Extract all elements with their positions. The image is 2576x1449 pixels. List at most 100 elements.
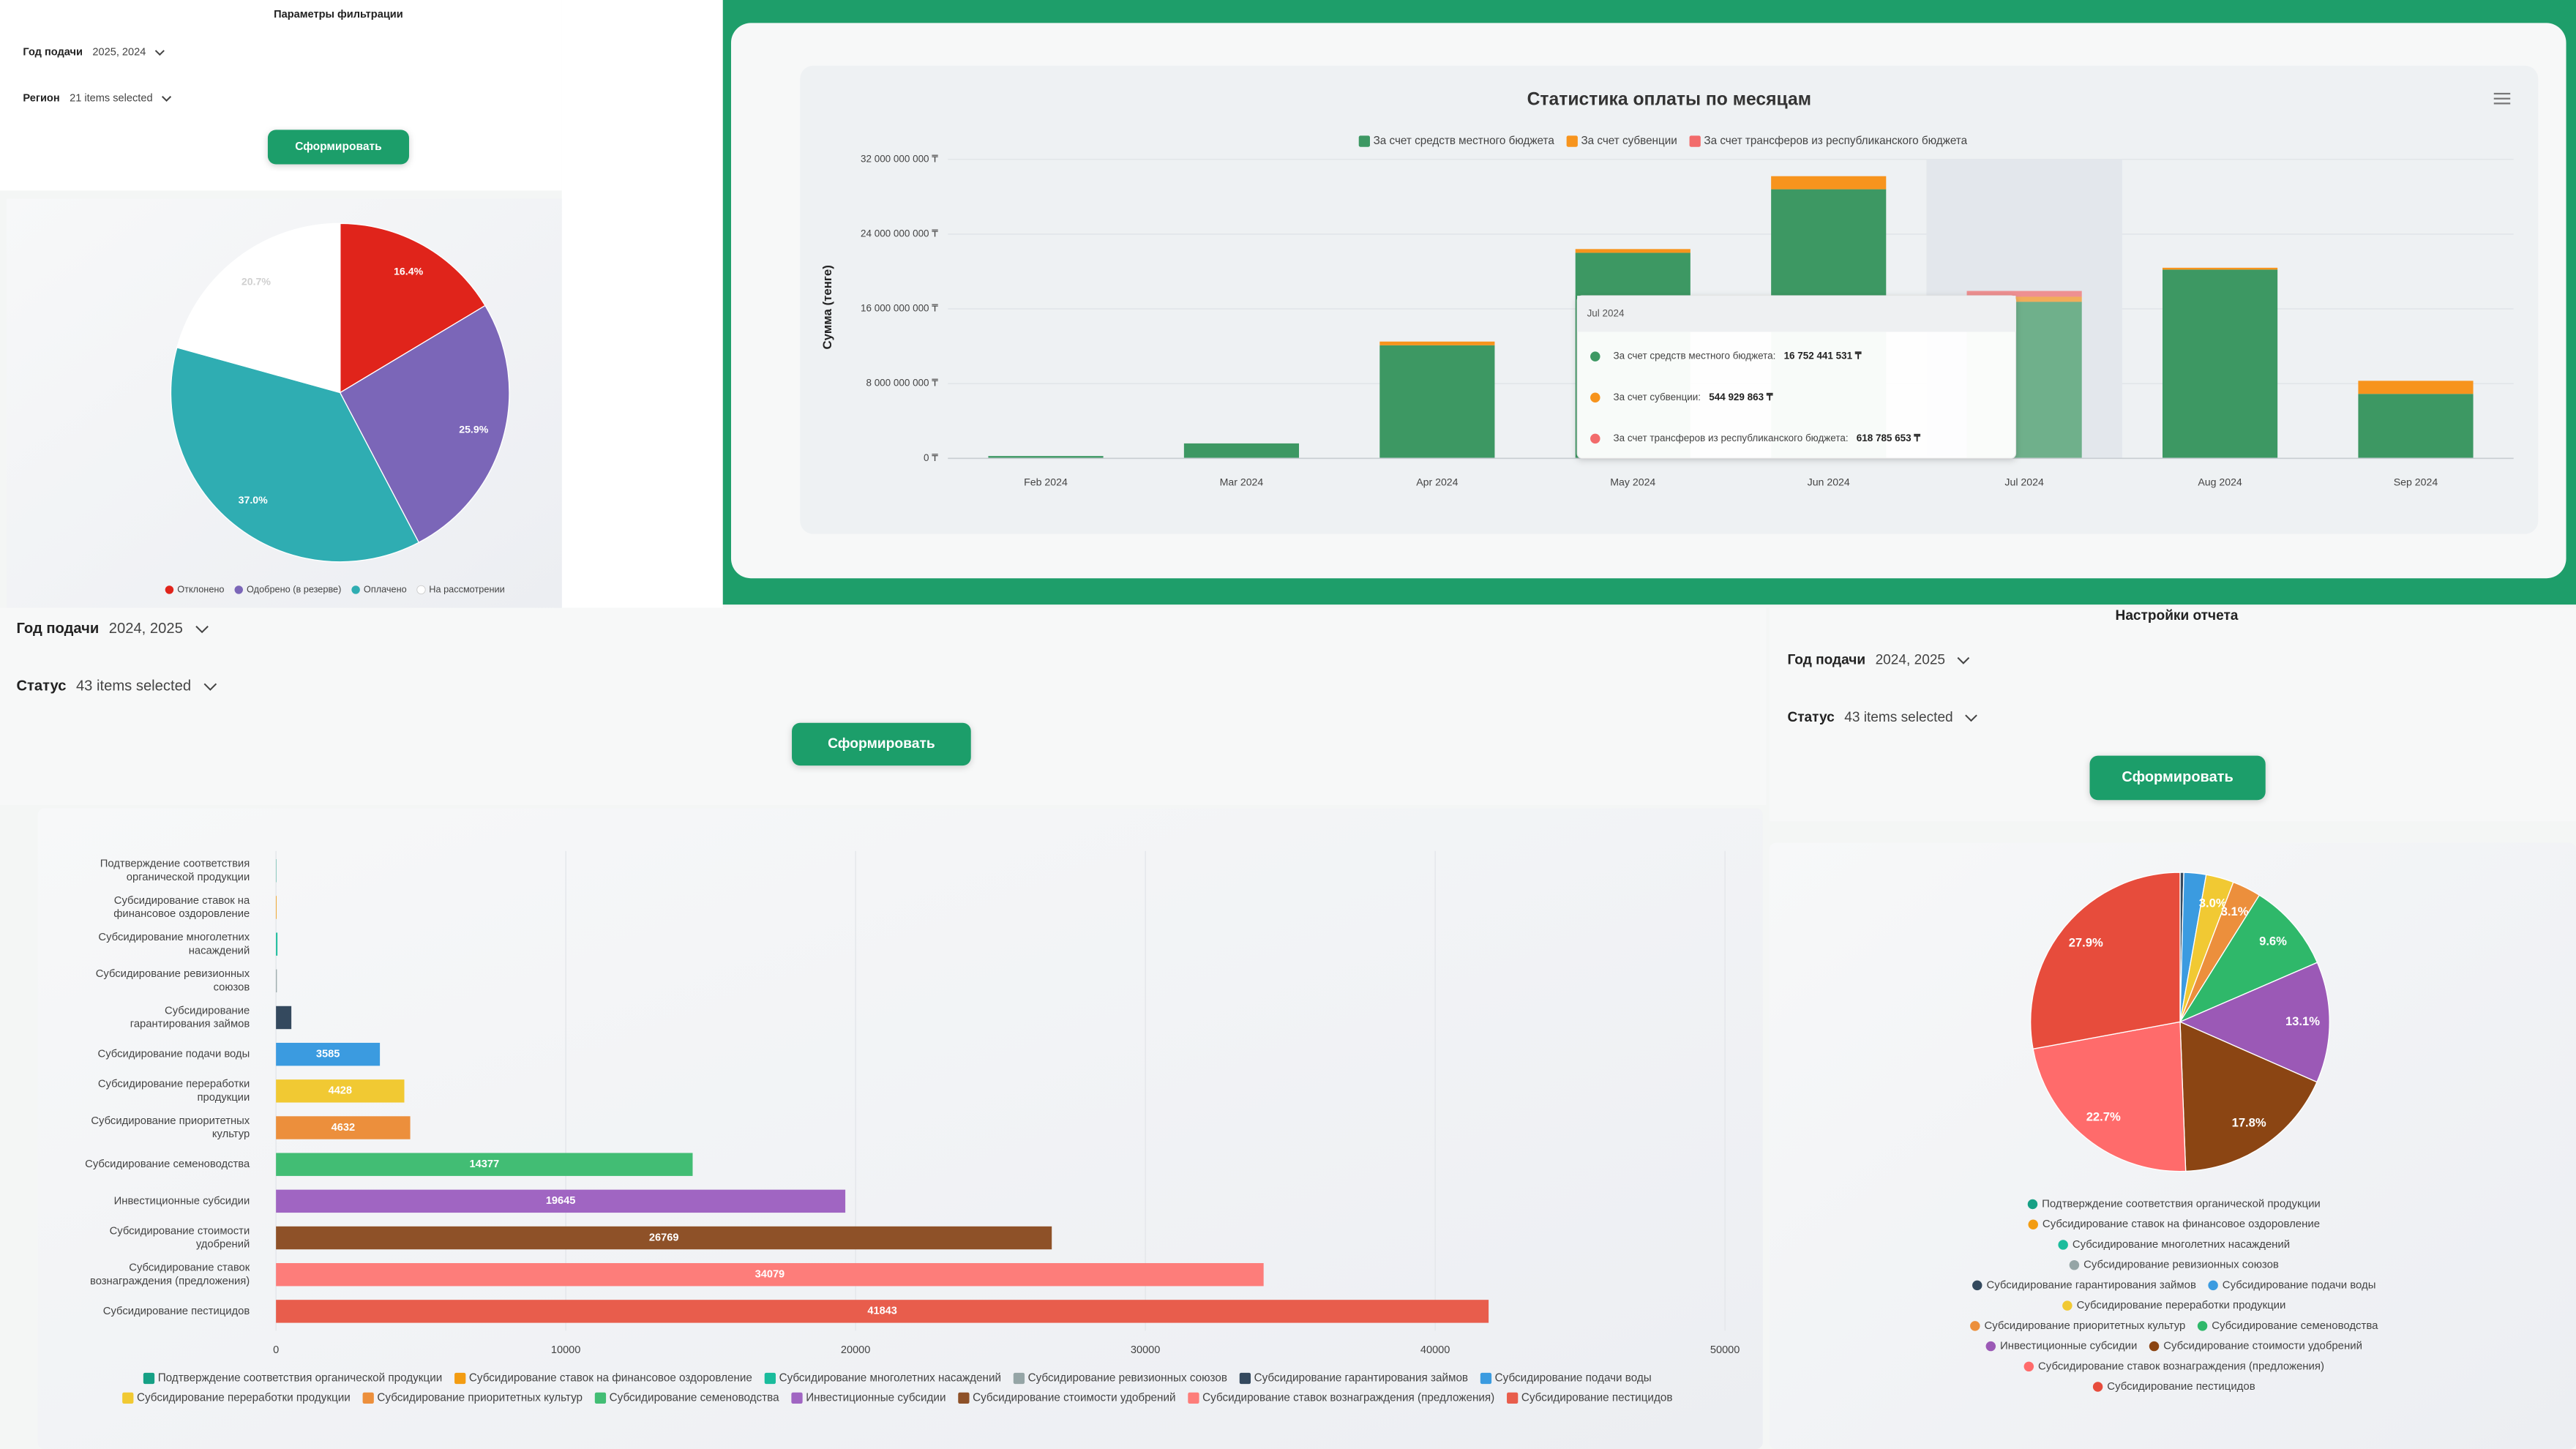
legend-label: Субсидирование многолетних насаждений	[2073, 1238, 2290, 1251]
field-label: Статус	[16, 678, 66, 694]
category-label: Подтверждение соответствия органической п…	[100, 858, 250, 883]
button-label[interactable]: Сформировать	[2122, 769, 2233, 785]
bar-segment	[1379, 341, 1495, 345]
legend-marker	[1566, 135, 1578, 147]
x-tick-label: Aug 2024	[2198, 476, 2242, 488]
button-label[interactable]: Сформировать	[295, 141, 381, 153]
field-value[interactable]: 43 items selected	[1844, 710, 1952, 725]
field-value[interactable]: 2025, 2024	[92, 47, 146, 59]
legend-label: Одобрено (в резерве)	[247, 583, 341, 594]
legend-marker	[454, 1372, 466, 1385]
slice-label: 17.8%	[2232, 1115, 2266, 1129]
field-value[interactable]: 21 items selected	[70, 93, 152, 105]
legend-label: За счет средств местного бюджета	[1374, 135, 1555, 147]
legend-marker	[2023, 1361, 2034, 1372]
legend-label: За счет субвенции	[1581, 135, 1677, 147]
legend-marker	[764, 1372, 776, 1385]
bar-segment	[1966, 296, 2082, 302]
dropdown-chevron	[195, 626, 209, 634]
chart-title: Статистика оплаты по месяцам	[1527, 89, 1811, 109]
field-value[interactable]: 2024, 2025	[109, 621, 183, 637]
x-tick-label: Mar 2024	[1220, 476, 1264, 488]
bar-segment	[1379, 345, 1495, 459]
dropdown-chevron	[203, 683, 217, 691]
category-label: Субсидирование ставок на финансовое оздор…	[113, 895, 250, 920]
legend-label: Инвестиционные субсидии	[2000, 1340, 2137, 1352]
bar-segment	[1771, 176, 1887, 190]
legend-marker	[2027, 1199, 2038, 1210]
tooltip-dot	[1590, 392, 1600, 402]
bar-segment	[2358, 394, 2474, 459]
button-label[interactable]: Сформировать	[828, 736, 935, 752]
legend-label: Субсидирование пестицидов	[2107, 1380, 2255, 1393]
filter-title: Параметры фильтрации	[274, 9, 403, 20]
legend-marker	[2062, 1300, 2073, 1311]
submit-button[interactable]	[792, 722, 971, 766]
legend-marker	[1972, 1280, 1982, 1291]
category-label: Субсидирование ревизионных союзов	[96, 968, 250, 993]
bar-segment	[1183, 443, 1300, 459]
hbar-card	[37, 808, 1763, 1449]
field-value[interactable]: 2024, 2025	[1876, 652, 1945, 667]
x-tick-label: Jun 2024	[1808, 476, 1850, 488]
tooltip-dot	[1590, 433, 1600, 444]
x-tick-label: 40000	[1420, 1344, 1450, 1356]
slice-label: 16.4%	[394, 265, 423, 277]
legend-label: Субсидирование стоимости удобрений	[2163, 1340, 2362, 1352]
bar	[276, 1042, 381, 1066]
pie-slice	[2179, 962, 2330, 1083]
bar-value-label: 41843	[867, 1306, 897, 1317]
legend-marker	[958, 1392, 970, 1404]
legend-marker	[122, 1392, 134, 1404]
legend-label: Субсидирование пестицидов	[1521, 1391, 1673, 1404]
slice-label: 25.9%	[459, 423, 488, 435]
legend-marker	[1507, 1392, 1519, 1404]
bar-segment	[2358, 381, 2474, 394]
legend-marker	[2197, 1321, 2208, 1331]
bar-segment	[2162, 269, 2278, 459]
pie-slice	[340, 222, 486, 394]
bar	[276, 1189, 846, 1213]
legend-marker	[1188, 1392, 1199, 1404]
legend-label: Субсидирование семеноводства	[2212, 1319, 2378, 1332]
tooltip-label: За счет субвенции:	[1613, 392, 1701, 402]
legend-label: Субсидирование гарантирования займов	[1254, 1372, 1468, 1385]
legend-label: Субсидирование ревизионных союзов	[2083, 1259, 2279, 1271]
legend-marker	[1985, 1341, 1996, 1352]
bar-value-label: 19645	[546, 1195, 576, 1207]
legend-label: Субсидирование ставок на финансовое оздо…	[2043, 1218, 2320, 1230]
legend-label: Субсидирование подачи воды	[2223, 1278, 2376, 1291]
legend-marker	[1970, 1321, 1980, 1331]
submit-button[interactable]	[2089, 755, 2266, 801]
slice-label: 27.9%	[2069, 936, 2103, 950]
category-label: Субсидирование стоимости удобрений	[110, 1225, 250, 1250]
y-tick-label: 16 000 000 000 ₸	[861, 303, 938, 314]
legend-marker	[2208, 1280, 2218, 1291]
category-label: Субсидирование подачи воды	[98, 1049, 250, 1060]
legend-label: Субсидирование подачи воды	[1495, 1372, 1652, 1385]
legend-label: На рассмотрении	[429, 583, 504, 594]
y-tick-label: 24 000 000 000 ₸	[861, 228, 938, 239]
category-label: Субсидирование приоритетных культур	[91, 1115, 250, 1140]
submit-button[interactable]	[267, 130, 409, 165]
legend-marker	[351, 585, 360, 594]
x-tick-label: 50000	[1710, 1344, 1740, 1356]
bar-value-label: 4428	[329, 1085, 352, 1097]
menu-icon[interactable]	[2493, 92, 2511, 105]
bar-segment	[2162, 267, 2278, 270]
x-tick-label: May 2024	[1610, 476, 1655, 488]
legend-label: Субсидирование многолетних насаждений	[779, 1372, 1001, 1385]
pie-slice	[339, 304, 510, 544]
dropdown-chevron	[1957, 656, 1970, 664]
legend-label: Субсидирование стоимости удобрений	[973, 1391, 1175, 1404]
legend-marker	[1689, 135, 1701, 147]
legend-label: Оплачено	[364, 583, 407, 594]
y-tick-label: 32 000 000 000 ₸	[861, 153, 938, 164]
legend-label: Субсидирование переработки продукции	[2077, 1299, 2286, 1311]
tooltip-value: 618 785 653 ₸	[1857, 433, 1921, 443]
legend-marker	[1013, 1372, 1025, 1385]
field-value[interactable]: 43 items selected	[76, 678, 191, 694]
tooltip-label: За счет трансферов из республиканского б…	[1613, 433, 1848, 443]
